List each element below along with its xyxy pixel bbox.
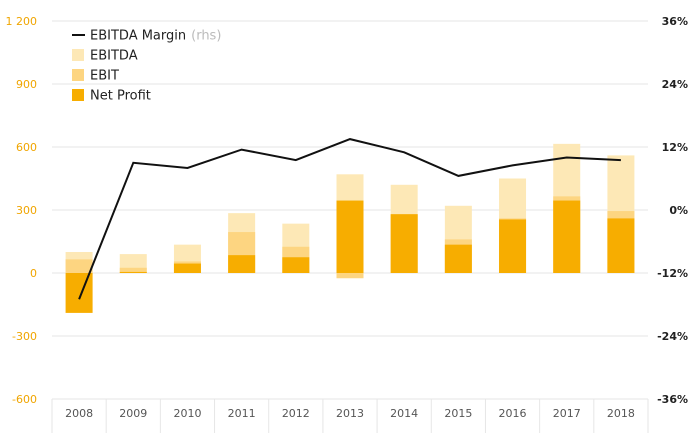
y-left-tick-label: 300 [16, 204, 37, 217]
x-tick-label: 2013 [336, 407, 364, 420]
bar-net-profit [65, 273, 93, 313]
x-tick-label: 2011 [228, 407, 256, 420]
y-right-tick-label: 36% [662, 15, 688, 28]
legend-label: EBITDA Margin [90, 29, 186, 44]
y-left-tick-label: -300 [12, 330, 37, 343]
legend-note: (rhs) [191, 29, 221, 44]
bar-net-profit [119, 271, 147, 273]
y-right-tick-label: 24% [662, 78, 688, 91]
y-left-tick-label: 1 200 [6, 15, 38, 28]
x-tick-label: 2014 [390, 407, 418, 420]
bar-net-profit [336, 200, 364, 273]
legend-label: EBITDA [90, 49, 138, 64]
bar-net-profit [499, 219, 527, 273]
bar-net-profit [390, 214, 418, 273]
x-tick-label: 2009 [119, 407, 147, 420]
bar-ebit [65, 259, 93, 273]
bar-net-profit [282, 257, 310, 273]
y-right-tick-label: -24% [657, 330, 688, 343]
bar-ebit [119, 267, 147, 273]
y-left-tick-label: 900 [16, 78, 37, 91]
x-tick-label: 2008 [65, 407, 93, 420]
legend-swatch [72, 69, 84, 81]
legend-swatch [72, 89, 84, 101]
y-right-tick-label: 12% [662, 141, 688, 154]
y-right-tick-label: -12% [657, 267, 688, 280]
y-right-tick-label: 0% [669, 204, 688, 217]
bar-net-profit [607, 218, 635, 273]
x-tick-label: 2018 [607, 407, 635, 420]
legend-label: EBIT [90, 69, 119, 84]
line-ebitda-margin [78, 138, 621, 300]
legend-swatch [72, 49, 84, 61]
x-tick-label: 2012 [282, 407, 310, 420]
legend-label: Net Profit [90, 89, 151, 104]
x-tick-label: 2017 [553, 407, 581, 420]
y-left-tick-label: -600 [12, 393, 37, 406]
y-left-tick-label: 0 [30, 267, 37, 280]
y-left-tick-label: 600 [16, 141, 37, 154]
y-right-tick-label: -36% [657, 393, 688, 406]
bar-net-profit [228, 255, 256, 273]
bar-net-profit [444, 244, 472, 273]
bar-net-profit [173, 263, 201, 273]
x-tick-label: 2010 [173, 407, 201, 420]
bar-net-profit [553, 200, 581, 273]
x-tick-label: 2016 [499, 407, 527, 420]
x-tick-label: 2015 [444, 407, 472, 420]
bar-ebit [336, 273, 364, 279]
